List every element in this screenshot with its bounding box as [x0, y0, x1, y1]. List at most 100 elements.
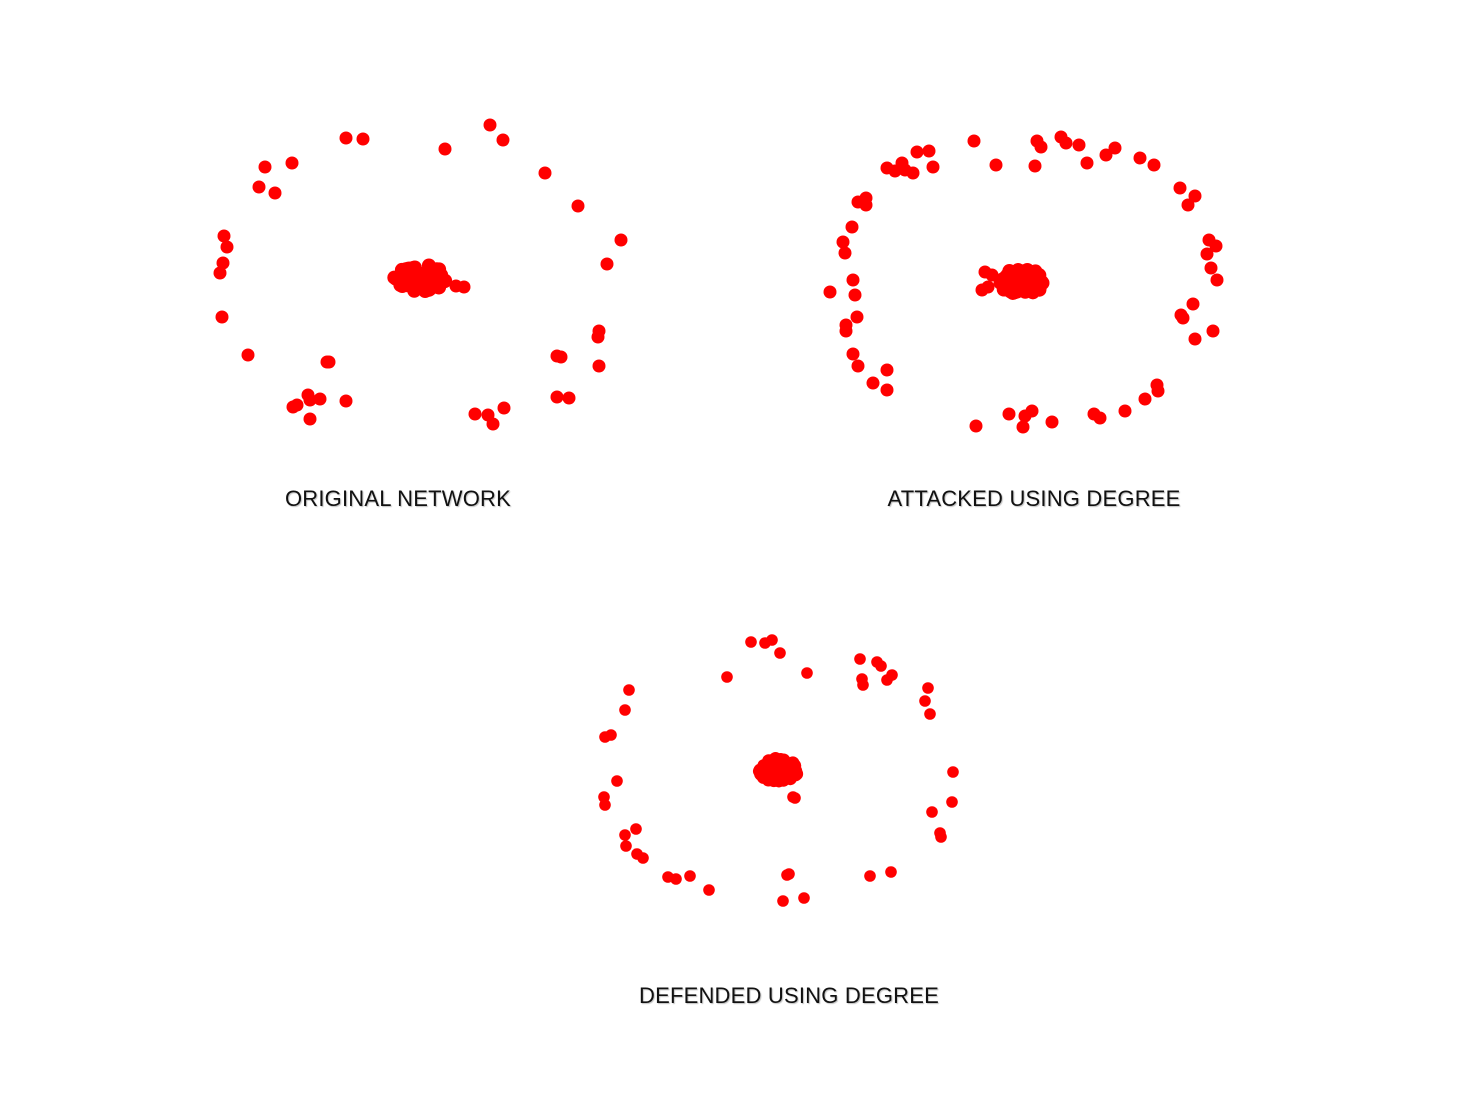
graph-node: [906, 166, 920, 180]
graph-node: [637, 852, 649, 864]
graph-node: [611, 775, 623, 787]
original-network-caption: ORIGINAL NETWORK: [284, 486, 512, 511]
graph-node: [924, 708, 936, 720]
graph-node: [339, 131, 353, 145]
graph-node: [562, 391, 576, 405]
graph-node: [880, 363, 894, 377]
graph-node: [486, 417, 500, 431]
graph-node: [789, 792, 801, 804]
graph-node: [220, 240, 234, 254]
graph-node: [1151, 384, 1165, 398]
graph-node: [1059, 136, 1073, 150]
core-node: [767, 753, 781, 767]
graph-node: [216, 256, 230, 270]
original-network-panel: [0, 0, 733, 540]
graph-node: [599, 799, 611, 811]
graph-node: [1028, 159, 1042, 173]
graph-node: [605, 729, 617, 741]
graph-node: [215, 310, 229, 324]
graph-node: [303, 412, 317, 426]
graph-node: [1108, 141, 1122, 155]
graph-node: [1147, 158, 1161, 172]
graph-node: [859, 198, 873, 212]
graph-node: [848, 288, 862, 302]
graph-node: [457, 280, 471, 294]
graph-node: [838, 246, 852, 260]
defended-network-panel: [383, 560, 1116, 1100]
graph-node: [1210, 273, 1224, 287]
graph-node: [845, 220, 859, 234]
graph-node: [766, 634, 778, 646]
graph-node: [1209, 239, 1223, 253]
graph-node: [721, 671, 733, 683]
attacked-network-panel: [733, 0, 1466, 540]
graph-node: [886, 669, 898, 681]
graph-node: [313, 392, 327, 406]
graph-node: [864, 870, 876, 882]
graph-node: [969, 419, 983, 433]
graph-node: [571, 199, 585, 213]
graph-node: [935, 831, 947, 843]
defended-network-caption: DEFENDED USING DEGREE: [638, 983, 940, 1008]
graph-node: [781, 869, 793, 881]
graph-node: [989, 158, 1003, 172]
graph-node: [839, 324, 853, 338]
graph-node: [1133, 151, 1147, 165]
graph-node: [703, 884, 715, 896]
graph-node: [922, 682, 934, 694]
graph-node: [947, 766, 959, 778]
graph-node: [1188, 189, 1202, 203]
graph-node: [1204, 261, 1218, 275]
graph-node: [619, 704, 631, 716]
graph-node: [836, 235, 850, 249]
graph-node: [684, 870, 696, 882]
graph-node: [252, 180, 266, 194]
core-node: [774, 767, 788, 781]
graph-node: [851, 359, 865, 373]
graph-node: [241, 348, 255, 362]
graph-node: [774, 647, 786, 659]
core-node: [1016, 283, 1031, 298]
graph-node: [967, 134, 981, 148]
graph-node: [926, 806, 938, 818]
graph-node: [866, 376, 880, 390]
graph-node: [798, 892, 810, 904]
graph-node: [850, 310, 864, 324]
graph-node: [922, 144, 936, 158]
graph-node: [431, 275, 445, 289]
graph-node: [591, 330, 605, 344]
graph-node: [854, 653, 866, 665]
graph-node: [623, 684, 635, 696]
attacked-network-graph: [823, 130, 1224, 434]
graph-node: [614, 233, 628, 247]
graph-node: [620, 840, 632, 852]
graph-node: [303, 393, 317, 407]
graph-node: [1206, 324, 1220, 338]
graph-node: [857, 679, 869, 691]
graph-node: [1072, 138, 1086, 152]
core-cluster: [752, 752, 804, 788]
graph-node: [801, 667, 813, 679]
graph-node: [554, 350, 568, 364]
graph-node: [1181, 198, 1195, 212]
graph-node: [213, 266, 227, 280]
graph-node: [1188, 332, 1202, 346]
attacked-network-caption: ATTACKED USING DEGREE: [887, 486, 1181, 511]
core-node: [760, 763, 774, 777]
graph-node: [538, 166, 552, 180]
graph-node: [926, 160, 940, 174]
graph-node: [981, 280, 995, 294]
core-node: [1032, 279, 1047, 294]
original-network-graph: [213, 118, 628, 431]
graph-node: [1186, 297, 1200, 311]
core-node: [403, 261, 418, 276]
graph-node: [483, 118, 497, 132]
graph-node: [777, 895, 789, 907]
graph-node: [550, 390, 564, 404]
graph-node: [496, 133, 510, 147]
graph-node: [258, 160, 272, 174]
graph-node: [875, 660, 887, 672]
graph-node: [1018, 409, 1032, 423]
graph-node: [1118, 404, 1132, 418]
graph-node: [885, 866, 897, 878]
